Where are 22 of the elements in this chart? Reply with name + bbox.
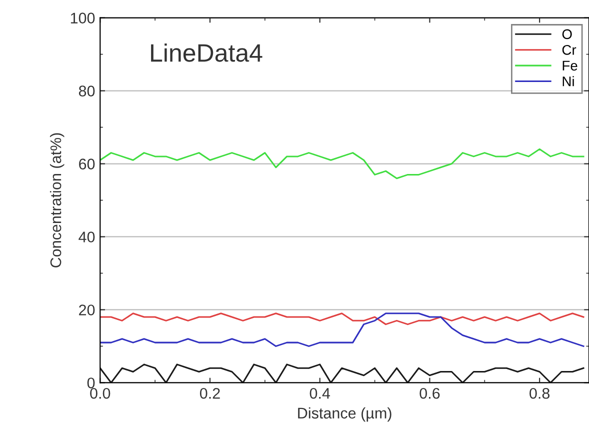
x-tick-label: 0.8 <box>530 388 550 399</box>
legend-label: Cr <box>562 45 576 55</box>
line-series <box>100 364 584 383</box>
y-tick-label: 20 <box>79 304 95 316</box>
legend-label: Fe <box>562 60 578 71</box>
x-tick-label: 0.4 <box>310 388 330 399</box>
y-tick-label: 80 <box>78 86 95 96</box>
y-tick-label: 40 <box>78 232 95 242</box>
x-tick-label: 0.2 <box>200 388 220 399</box>
line-series <box>100 312 584 326</box>
y-tick-label: 60 <box>79 158 95 170</box>
legend-label: O <box>562 29 572 40</box>
x-axis-title: Distance (µm) <box>298 407 392 422</box>
line-series <box>100 148 584 180</box>
annotation: LineData4 <box>151 43 262 62</box>
y-tick-label: 100 <box>70 12 95 24</box>
y-axis-title: Concentration (at%) <box>50 133 64 268</box>
legend-label: Ni <box>562 76 574 86</box>
x-tick-label: 0.0 <box>90 388 110 399</box>
x-tick-label: 0.6 <box>420 388 440 399</box>
line-series <box>100 312 584 347</box>
y-tick-label: 0 <box>87 378 95 388</box>
